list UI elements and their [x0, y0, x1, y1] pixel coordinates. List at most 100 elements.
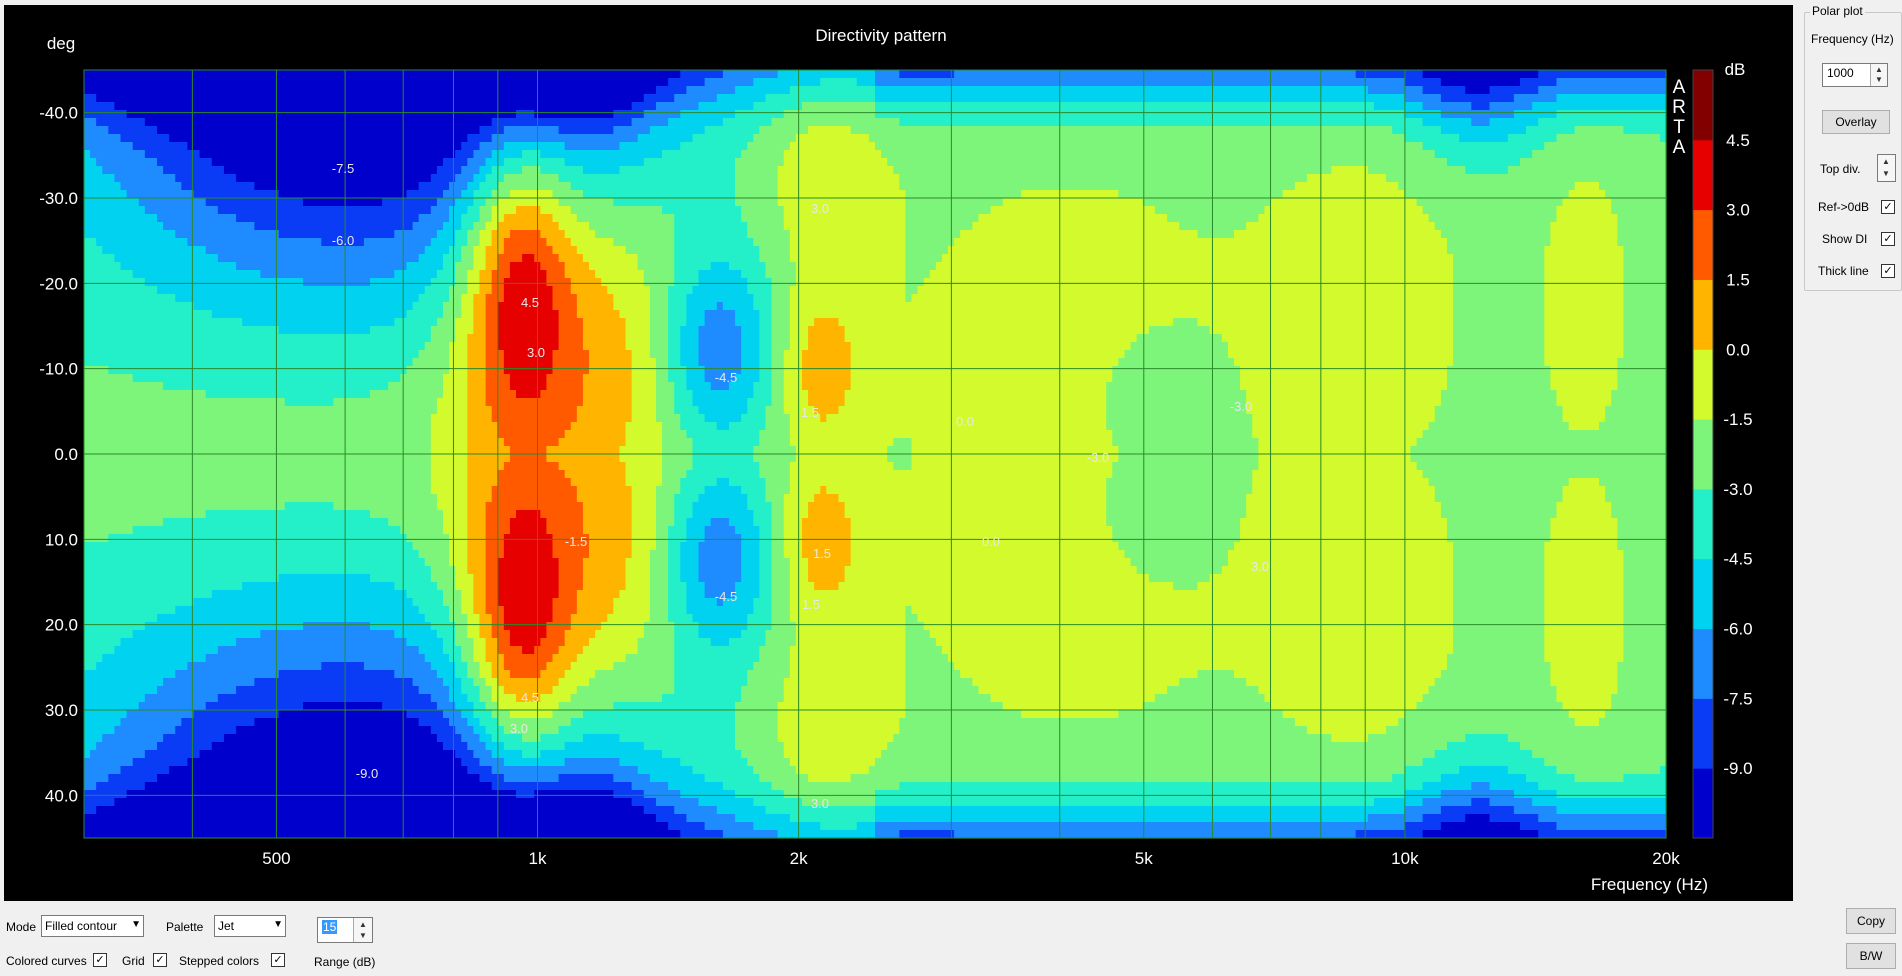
range-spin-arrows[interactable]: ▲ ▼ [353, 918, 372, 942]
heatmap-cell [771, 326, 791, 335]
heatmap-cell [181, 182, 255, 191]
show-di-checkbox[interactable]: ✓ [1881, 232, 1895, 246]
heatmap-cell [1252, 422, 1430, 431]
heatmap-cell [485, 198, 499, 207]
heatmap-cell [485, 550, 505, 559]
chevron-down-icon[interactable]: ▼ [273, 919, 283, 930]
heatmap-cell [875, 102, 1375, 111]
overlay-button[interactable]: Overlay [1822, 110, 1890, 134]
heatmap-cell [795, 270, 907, 279]
heatmap-cell [485, 358, 505, 367]
heatmap-cell [1605, 406, 1667, 415]
heatmap-cell [911, 606, 1454, 615]
heatmap-cell [893, 438, 913, 447]
heatmap-cell [607, 286, 651, 295]
heatmap-cell [753, 78, 821, 87]
heatmap-cell [503, 286, 554, 295]
heatmap-cell [1404, 766, 1460, 775]
heatmap-cell [96, 662, 189, 671]
heatmap-cell [753, 662, 791, 671]
heatmap-cell [1404, 710, 1570, 719]
colored-curves-checkbox[interactable]: ✓ [93, 953, 107, 967]
heatmap-cell [144, 278, 304, 287]
frequency-spin-arrows[interactable]: ▲ ▼ [1870, 64, 1887, 86]
grid-checkbox[interactable]: ✓ [153, 953, 167, 967]
heatmap-cell [789, 574, 809, 583]
heatmap-cell [436, 670, 456, 679]
range-value[interactable]: 15 [322, 920, 338, 934]
heatmap-cell [479, 126, 505, 135]
top-div-spinner[interactable]: ▲ ▼ [1877, 154, 1896, 182]
heatmap-cell [595, 230, 675, 239]
heatmap-cell [868, 766, 1405, 775]
spin-up-icon[interactable]: ▲ [1882, 157, 1890, 166]
frequency-spinbox[interactable]: 1000 ▲ ▼ [1822, 63, 1888, 87]
heatmap-cell [692, 286, 748, 295]
heatmap-cell [704, 78, 754, 87]
heatmap-cell [716, 302, 724, 311]
heatmap-cell [108, 534, 408, 543]
heatmap-cell [789, 254, 907, 263]
heatmap-cell [631, 390, 657, 399]
spin-up-icon[interactable]: ▲ [1875, 65, 1883, 74]
heatmap-cell [741, 550, 760, 559]
ref-0db-checkbox[interactable]: ✓ [1881, 200, 1895, 214]
bw-button[interactable]: B/W [1846, 943, 1896, 969]
heatmap-cell [84, 142, 134, 151]
top-div-spin-arrows[interactable]: ▲ ▼ [1878, 155, 1895, 181]
heatmap-cell [205, 702, 304, 711]
heatmap-cell [491, 494, 578, 503]
heatmap-cell [674, 270, 700, 279]
heatmap-cell [1513, 94, 1558, 103]
heatmap-cell [84, 134, 122, 143]
spin-up-icon[interactable]: ▲ [359, 920, 367, 929]
spin-down-icon[interactable]: ▼ [359, 931, 367, 940]
heatmap-cell [503, 238, 548, 247]
heatmap-cell [467, 622, 481, 631]
heatmap-cell [449, 550, 468, 559]
thick-line-checkbox[interactable]: ✓ [1881, 264, 1895, 278]
heatmap-cell [1233, 358, 1454, 367]
spin-down-icon[interactable]: ▼ [1875, 75, 1883, 84]
heatmap-cell [84, 94, 97, 103]
heatmap-cell [430, 454, 468, 463]
heatmap-cell [1106, 382, 1241, 391]
heatmap-cell [1446, 382, 1551, 391]
heatmap-cell [157, 286, 426, 295]
heatmap-cell [668, 310, 687, 319]
heatmap-cell [211, 310, 408, 319]
heatmap-cell [242, 318, 395, 327]
contour-label: 1.5 [813, 546, 831, 561]
stepped-colors-checkbox[interactable]: ✓ [271, 953, 285, 967]
heatmap-cell [1398, 182, 1576, 191]
heatmap-cell [540, 694, 572, 703]
x-tick-label: 500 [262, 849, 290, 868]
heatmap-cell [1124, 550, 1229, 559]
heatmap-cell [430, 486, 468, 495]
heatmap-cell [875, 806, 1405, 815]
heatmap-cell [1605, 190, 1667, 199]
heatmap-cell [412, 358, 450, 367]
chevron-down-icon[interactable]: ▼ [131, 919, 141, 930]
heatmap-cell [552, 534, 590, 543]
copy-button[interactable]: Copy [1846, 908, 1896, 934]
mode-select[interactable]: Filled contour ▼ [41, 915, 144, 937]
range-spinbox[interactable]: 15 ▲ ▼ [317, 917, 373, 943]
heatmap-cell [680, 422, 718, 431]
contour-label: -3.0 [1230, 399, 1252, 414]
heatmap-cell [1410, 454, 1667, 463]
heatmap-cell [369, 574, 432, 583]
heatmap-cell [84, 430, 432, 439]
palette-select[interactable]: Jet ▼ [214, 915, 286, 937]
heatmap-cell [540, 230, 566, 239]
heatmap-cell [674, 382, 687, 391]
heatmap-cell [491, 206, 517, 215]
heatmap-cell [1611, 694, 1667, 703]
heatmap-cell [467, 486, 493, 495]
heatmap-cell [217, 254, 420, 263]
heatmap-cell [132, 142, 189, 151]
heatmap-cell [552, 302, 578, 311]
spin-down-icon[interactable]: ▼ [1882, 169, 1890, 178]
heatmap-cell [491, 414, 578, 423]
heatmap-cell [619, 310, 651, 319]
